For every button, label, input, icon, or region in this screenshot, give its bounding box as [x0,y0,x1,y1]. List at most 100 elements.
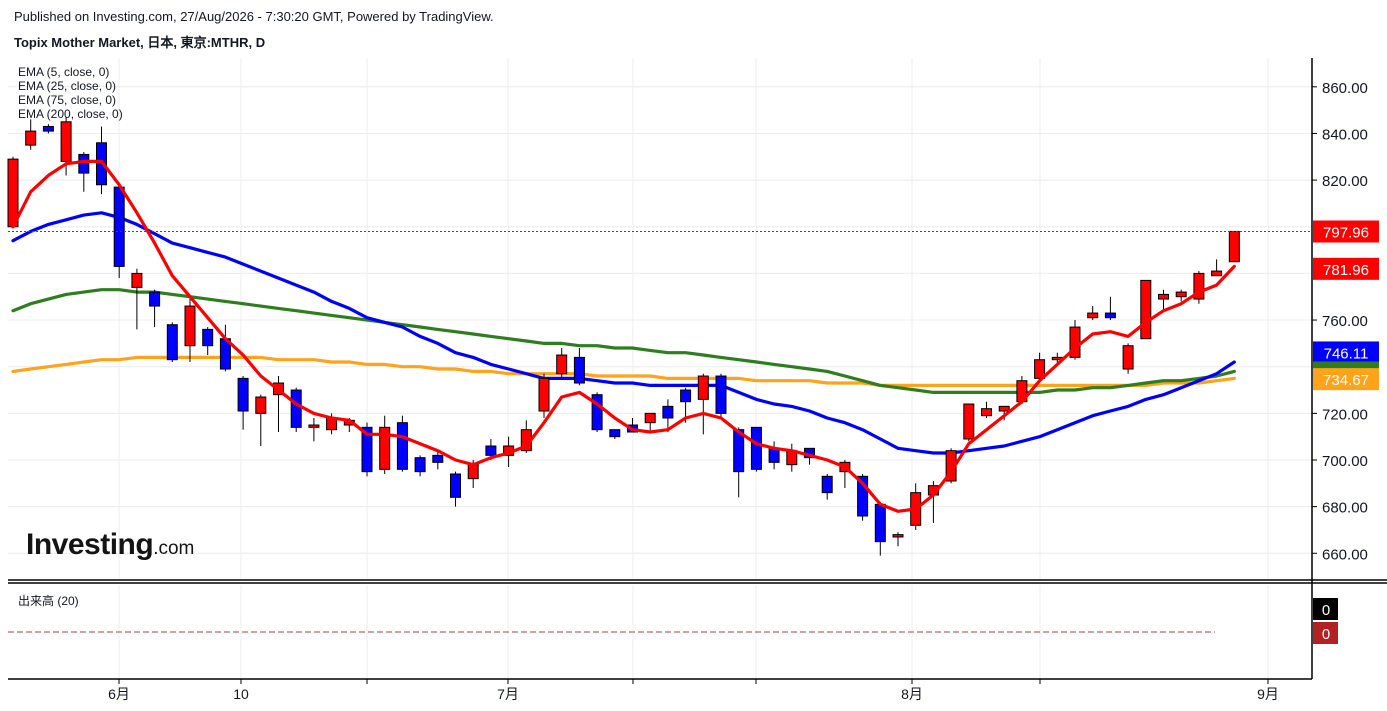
y-tick-label: 660.00 [1322,546,1368,563]
candle [379,415,391,474]
legend-ema75: EMA (75, close, 0) [18,93,117,107]
candle [1087,306,1099,321]
candle-body [1175,291,1187,298]
candle-body [432,454,444,463]
candle [1034,352,1046,381]
candle-body [733,429,745,473]
y-tick-label: 700.00 [1322,453,1368,470]
candle-body [450,473,461,498]
candle [963,403,975,442]
y-tick-label: 760.00 [1322,313,1368,330]
volume-tag [1313,622,1338,644]
candle [149,289,161,328]
candle [556,348,568,379]
published-caption: Published on Investing.com, 27/Aug/2026 … [14,9,494,24]
candle [1140,279,1152,340]
candle-body [1104,312,1116,319]
candle [892,532,904,547]
candle-body [1228,230,1240,263]
y-tick-label: 840.00 [1322,126,1368,143]
logo-suffix: .com [153,538,195,559]
candle-body [308,424,320,428]
candle-body [857,475,869,517]
candle [786,443,798,472]
candle-body [1158,293,1169,300]
candle-body [1087,312,1099,319]
candle [715,373,727,419]
candle-body [1122,345,1134,370]
candle [927,480,939,523]
candle-body [42,125,54,132]
candle-body [485,445,497,456]
candle-body [1193,272,1205,300]
candle [113,182,125,279]
candle-body [556,354,568,375]
price-tag-label: 746.11 [1324,345,1369,362]
candle [60,117,72,176]
candle-body [290,389,302,428]
grid-lines [8,58,1312,678]
candle-body [821,475,833,494]
y-tick-label: 720.00 [1322,406,1368,423]
candle-body [981,408,992,417]
candle-body [237,377,249,412]
candle-body [131,272,143,288]
candle-body [892,534,904,538]
candle [450,471,461,507]
candle [821,473,833,500]
candle-body [396,422,408,470]
candle [1069,320,1081,360]
ema-legend: EMA (5, close, 0) EMA (25, close, 0) EMA… [18,65,123,121]
candle-body [750,426,762,470]
candle-body [768,447,780,463]
candle-body [662,405,674,419]
candle-body [715,375,727,414]
candles [7,117,1240,556]
price-tag [1313,368,1379,391]
candle-body [591,394,603,431]
candle [396,415,408,472]
candle [1175,289,1187,302]
candle [166,322,178,363]
candle [609,429,621,440]
candle [697,373,709,435]
candle-body [1034,359,1046,379]
candle-body [1140,279,1152,340]
candle-body [361,426,373,473]
candle [1211,259,1223,277]
ema200-line [11,355,1236,387]
candle [432,450,444,470]
x-tick-label: 6月 [108,686,130,702]
candle-body [379,426,391,470]
candle-body [697,375,709,400]
candle-body [538,377,550,412]
candle [184,299,196,363]
candle [1193,271,1205,304]
candle [202,327,214,356]
price-tag-label: 734.67 [1323,372,1369,389]
ema5-line [11,159,1236,513]
candle-body [1211,270,1223,277]
candle [273,376,284,433]
legend-ema25: EMA (25, close, 0) [18,79,117,93]
candle-body [78,153,90,174]
ema25-line [11,211,1236,455]
volume-tag-label: 0 [1322,602,1330,619]
volume-legend: 出来高 (20) [18,594,79,608]
candle [414,455,426,477]
candle-body [573,356,585,384]
candle [25,119,37,150]
candle [998,405,1010,421]
candle [644,412,656,433]
candle-body [998,405,1010,412]
candle [290,387,302,433]
legend-ema200: EMA (200, close, 0) [18,107,123,121]
candle-body [963,403,975,440]
candle [750,426,762,472]
candle-body [414,457,426,473]
candle-body [255,396,267,414]
candle-body [25,130,37,146]
candle [219,324,231,372]
candle [1104,296,1116,321]
